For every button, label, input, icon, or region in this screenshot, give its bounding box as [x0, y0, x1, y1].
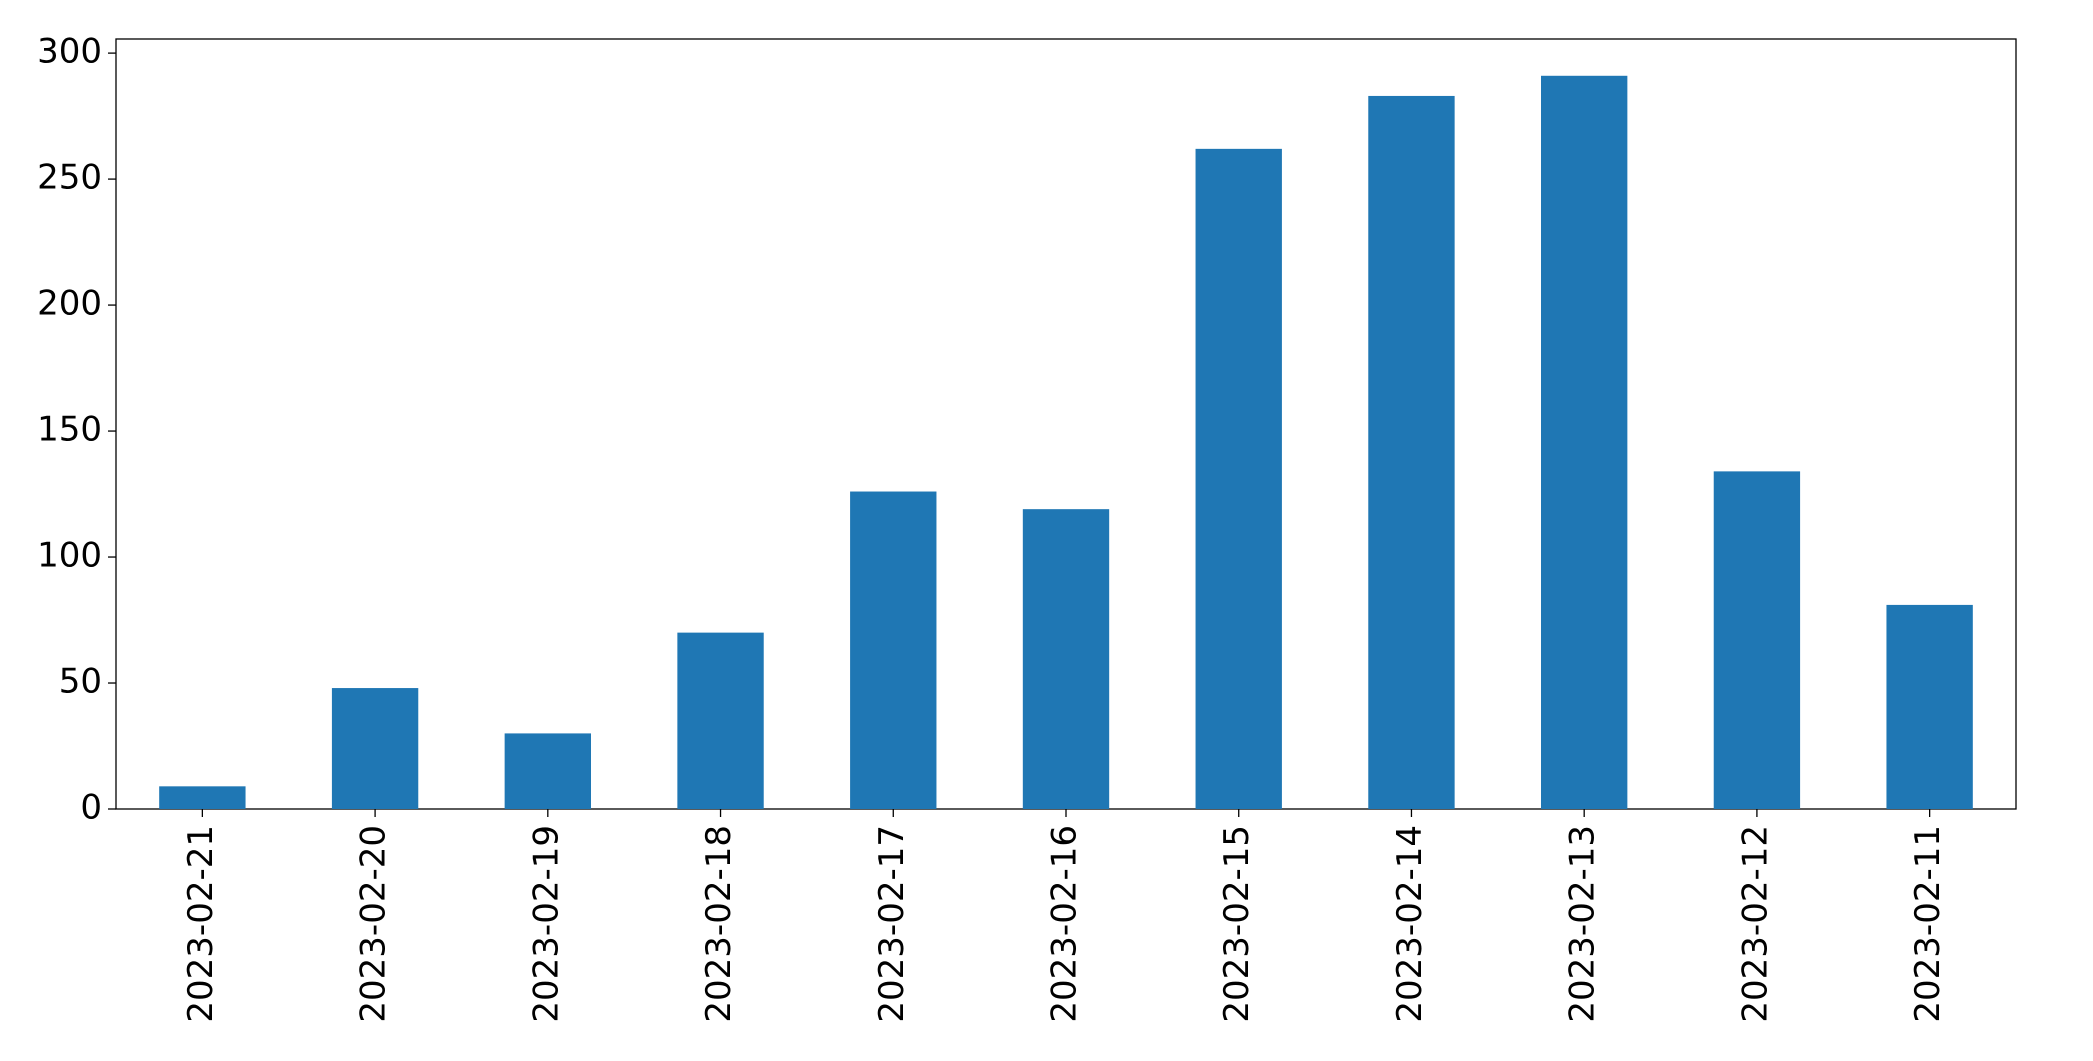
bar [1541, 75, 1628, 810]
x-tick-label: 2023-02-17 [872, 825, 912, 1023]
x-tick-label: 2023-02-12 [1735, 825, 1775, 1023]
y-tick-label: 0 [80, 788, 102, 828]
y-tick-label: 150 [37, 410, 102, 450]
bar [331, 688, 419, 809]
y-tick-label: 250 [37, 158, 102, 198]
x-tick-label: 2023-02-21 [181, 825, 221, 1023]
y-tick-label: 50 [59, 662, 102, 702]
y-tick-label: 200 [37, 284, 102, 324]
bar [504, 733, 591, 809]
bar [1195, 148, 1282, 809]
bar [677, 632, 764, 809]
x-tick-label: 2023-02-16 [1045, 825, 1085, 1023]
y-tick-label: 100 [37, 536, 102, 576]
bar [1368, 95, 1455, 809]
x-tick-label: 2023-02-13 [1563, 825, 1603, 1023]
bar [1886, 604, 1973, 809]
x-tick-label: 2023-02-14 [1390, 825, 1430, 1023]
bar [159, 786, 246, 809]
bar [850, 491, 937, 809]
y-tick-label: 300 [37, 32, 102, 72]
x-tick-label: 2023-02-11 [1908, 825, 1948, 1023]
x-tick-label: 2023-02-20 [354, 825, 394, 1023]
x-tick-label: 2023-02-15 [1217, 825, 1257, 1023]
bar [1713, 471, 1801, 809]
bar [1022, 509, 1110, 809]
x-tick-label: 2023-02-18 [699, 825, 739, 1023]
x-tick-label: 2023-02-19 [526, 825, 566, 1023]
